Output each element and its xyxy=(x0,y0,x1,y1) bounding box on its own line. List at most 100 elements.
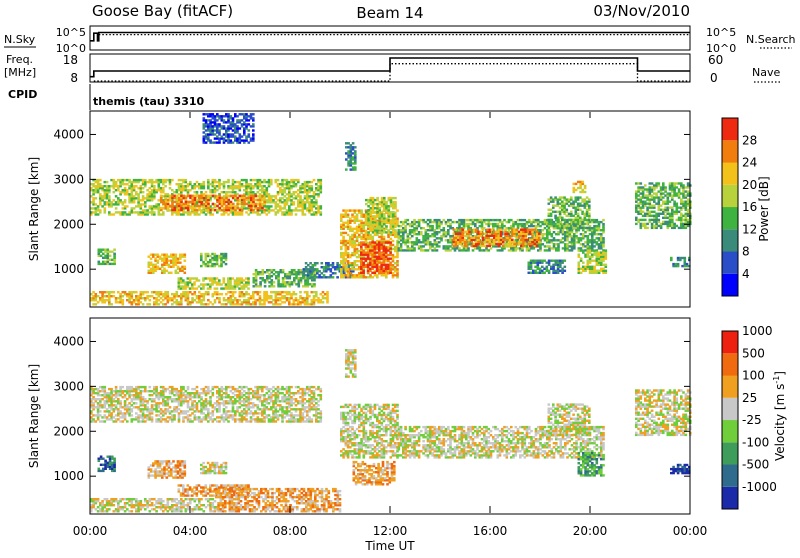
cell-power-5 xyxy=(238,287,241,289)
cell-power-0 xyxy=(308,195,311,197)
cell-power-14 xyxy=(575,217,578,219)
cell-power-12 xyxy=(539,221,542,223)
cell-power-16 xyxy=(605,264,608,266)
cell-power-1 xyxy=(165,197,168,199)
cell-power-0 xyxy=(290,185,293,187)
cell-power-10 xyxy=(383,245,386,247)
cell-power-8 xyxy=(200,301,203,303)
cell-power-0 xyxy=(281,179,284,181)
cell-power-0 xyxy=(290,199,293,201)
cell-power-0 xyxy=(286,179,289,181)
cell-power-7 xyxy=(321,262,324,264)
cell-power-12 xyxy=(539,229,542,231)
cell-power-13 xyxy=(516,229,519,231)
cell-power-0 xyxy=(149,179,152,181)
cell-power-0 xyxy=(290,203,293,205)
cell-power-11 xyxy=(374,199,377,201)
cell-power-1 xyxy=(207,197,210,199)
cell-power-1 xyxy=(212,203,215,205)
cell-power-0 xyxy=(117,211,120,213)
cell-power-9 xyxy=(345,250,348,252)
cell-power-0 xyxy=(270,183,273,185)
cell-power-12 xyxy=(490,247,493,249)
cell-power-8 xyxy=(153,297,156,299)
cell-power-0 xyxy=(122,179,125,181)
cell-power-16 xyxy=(582,266,585,268)
cell-power-13 xyxy=(536,245,539,247)
cell-power-11 xyxy=(374,203,377,205)
cell-power-8 xyxy=(104,291,107,293)
cell-power-0 xyxy=(214,185,217,187)
cell-power-13 xyxy=(531,235,534,237)
cell-power-3 xyxy=(170,272,173,274)
cell-power-12 xyxy=(584,231,587,233)
cell-power-8 xyxy=(176,291,179,293)
cell-power-8 xyxy=(122,295,125,297)
cell-power-0 xyxy=(236,211,239,213)
cell-power-10 xyxy=(389,243,392,245)
cell-power-0 xyxy=(117,197,120,199)
cell-power-8 xyxy=(162,299,165,301)
cell-power-9 xyxy=(358,209,361,211)
cell-power-5 xyxy=(207,287,210,289)
cell-power-0 xyxy=(286,203,289,205)
cell-power-9 xyxy=(354,268,357,270)
cell-power-8 xyxy=(214,299,217,301)
cell-power-3 xyxy=(157,266,160,268)
cell-power-3 xyxy=(168,260,171,262)
cell-power-4 xyxy=(205,253,208,255)
cell-power-14 xyxy=(579,209,582,211)
cell-power-6 xyxy=(307,279,310,281)
cell-power-2 xyxy=(113,263,116,265)
cell-power-10 xyxy=(360,251,363,253)
cell-power-18 xyxy=(658,225,661,227)
cell-power-13 xyxy=(527,239,530,241)
cell-power-8 xyxy=(205,291,208,293)
cell-power-10 xyxy=(378,241,381,243)
cell-power-12 xyxy=(593,225,596,227)
cell-power-0 xyxy=(259,179,262,181)
cell-power-5 xyxy=(223,277,226,279)
cell-power-18 xyxy=(644,188,647,190)
cell-power-12 xyxy=(413,227,416,229)
cell-power-17 xyxy=(528,264,531,266)
cell-power-11 xyxy=(390,231,393,233)
cell-power-0 xyxy=(203,181,206,183)
cell-power-9 xyxy=(383,274,386,276)
cell-power-12 xyxy=(589,239,592,241)
cell-power-14 xyxy=(561,219,564,221)
cell-power-0 xyxy=(144,183,147,185)
cell-power-12 xyxy=(494,223,497,225)
cell-power-18 xyxy=(644,194,647,196)
cell-power-0 xyxy=(223,213,226,215)
cell-power-8 xyxy=(122,301,125,303)
cell-power-3 xyxy=(150,262,153,264)
cell-power-0 xyxy=(297,179,300,181)
cell-power-0 xyxy=(277,179,280,181)
cell-power-8 xyxy=(113,295,116,297)
cell-power-6 xyxy=(291,269,294,271)
cell-power-1 xyxy=(243,195,246,197)
cell-power-12 xyxy=(463,219,466,221)
cell-power-18 xyxy=(658,201,661,203)
cell-power-11 xyxy=(370,211,373,213)
cell-power-14 xyxy=(552,205,555,207)
noise-tick-right-top: 10^5 xyxy=(706,26,736,39)
cell-power-17 xyxy=(532,260,535,262)
cell-power-3 xyxy=(163,264,166,266)
cell-power-18 xyxy=(658,182,661,184)
station-title: Goose Bay (fitACF) xyxy=(92,2,233,20)
cell-power-0 xyxy=(104,193,107,195)
cell-power-0 xyxy=(131,207,134,209)
cell-power-6 xyxy=(273,273,276,275)
cell-power-0 xyxy=(196,191,199,193)
cell-power-7 xyxy=(336,276,339,278)
cell-power-0 xyxy=(144,209,147,211)
cell-power-5 xyxy=(218,279,221,281)
cell-power-2 xyxy=(98,263,101,265)
cell-power-8 xyxy=(140,301,143,303)
cell-power-16 xyxy=(602,254,605,256)
cell-power-6 xyxy=(291,281,294,283)
cell-power-6 xyxy=(313,279,316,281)
cell-power-13 xyxy=(491,229,494,231)
